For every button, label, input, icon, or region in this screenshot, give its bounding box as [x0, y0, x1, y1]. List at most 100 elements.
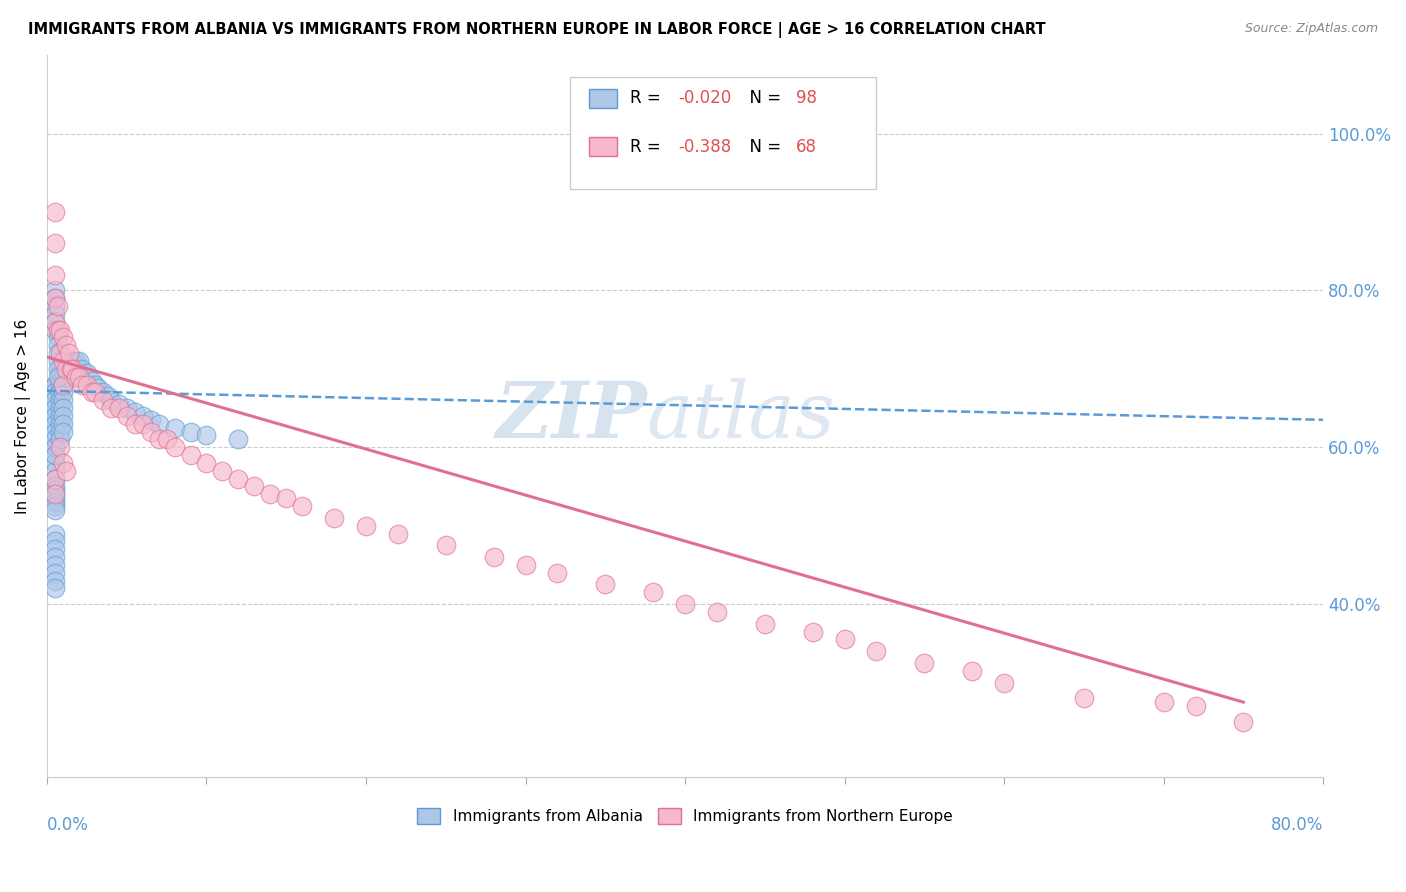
Point [52, 361, 75, 376]
Point [55, 338, 77, 352]
Point [70, 377, 93, 392]
Point [48, 417, 70, 431]
Point [44, 448, 66, 462]
Point [44, 448, 66, 462]
Point [44, 483, 66, 498]
Point [131, 409, 153, 423]
Point [67, 369, 90, 384]
Point [115, 409, 138, 423]
Point [80, 385, 103, 400]
Text: N =: N = [738, 89, 786, 107]
Point [65, 369, 87, 384]
Point [46, 338, 69, 352]
Point [44, 464, 66, 478]
Point [148, 417, 170, 431]
Point [44, 417, 66, 431]
Point [44, 268, 66, 282]
Point [434, 538, 457, 552]
Point [44, 377, 66, 392]
Point [76, 366, 98, 380]
Point [44, 491, 66, 506]
Point [44, 440, 66, 454]
Point [52, 401, 75, 415]
Point [52, 369, 75, 384]
Point [65, 354, 87, 368]
Point [44, 307, 66, 321]
Point [44, 291, 66, 305]
Point [1073, 691, 1095, 706]
Point [107, 401, 129, 415]
Point [80, 374, 103, 388]
Point [83, 385, 105, 400]
Text: 68: 68 [796, 137, 817, 155]
Point [48, 385, 70, 400]
Point [124, 405, 146, 419]
Point [58, 354, 80, 368]
Point [228, 433, 250, 447]
Point [124, 417, 146, 431]
Point [291, 499, 314, 513]
Point [259, 487, 281, 501]
Point [62, 354, 84, 368]
Point [163, 440, 186, 454]
Point [139, 425, 162, 439]
Point [55, 361, 77, 376]
Point [115, 401, 138, 415]
Point [62, 361, 84, 376]
Point [62, 361, 84, 376]
Point [44, 456, 66, 470]
Point [993, 675, 1015, 690]
Text: R =: R = [630, 89, 666, 107]
Point [44, 425, 66, 439]
Point [754, 616, 776, 631]
Point [55, 354, 77, 368]
Point [44, 487, 66, 501]
Point [546, 566, 568, 580]
Point [52, 393, 75, 408]
Point [44, 284, 66, 298]
Text: 98: 98 [796, 89, 817, 107]
Point [44, 526, 66, 541]
FancyBboxPatch shape [589, 137, 617, 156]
Point [52, 385, 75, 400]
Point [44, 425, 66, 439]
Point [46, 299, 69, 313]
Point [387, 526, 409, 541]
Text: 0.0%: 0.0% [46, 816, 89, 834]
Point [44, 534, 66, 549]
Point [44, 393, 66, 408]
Point [46, 323, 69, 337]
Point [52, 417, 75, 431]
Point [44, 542, 66, 557]
Point [228, 472, 250, 486]
Point [91, 385, 114, 400]
Point [163, 420, 186, 434]
Point [482, 549, 505, 564]
Point [100, 401, 122, 415]
Point [1153, 695, 1175, 709]
Point [58, 346, 80, 360]
Point [865, 644, 887, 658]
Point [44, 393, 66, 408]
Point [834, 632, 856, 647]
Point [48, 346, 70, 360]
Point [1232, 714, 1254, 729]
Point [515, 558, 537, 572]
Point [44, 566, 66, 580]
Point [65, 361, 87, 376]
Point [55, 361, 77, 376]
Point [673, 597, 696, 611]
Point [91, 393, 114, 408]
Point [48, 433, 70, 447]
Point [107, 397, 129, 411]
Point [44, 574, 66, 588]
Point [52, 377, 75, 392]
Point [180, 448, 202, 462]
Point [83, 377, 105, 392]
Point [354, 518, 377, 533]
Point [44, 503, 66, 517]
Point [44, 205, 66, 219]
Point [48, 409, 70, 423]
Point [148, 433, 170, 447]
Point [48, 369, 70, 384]
